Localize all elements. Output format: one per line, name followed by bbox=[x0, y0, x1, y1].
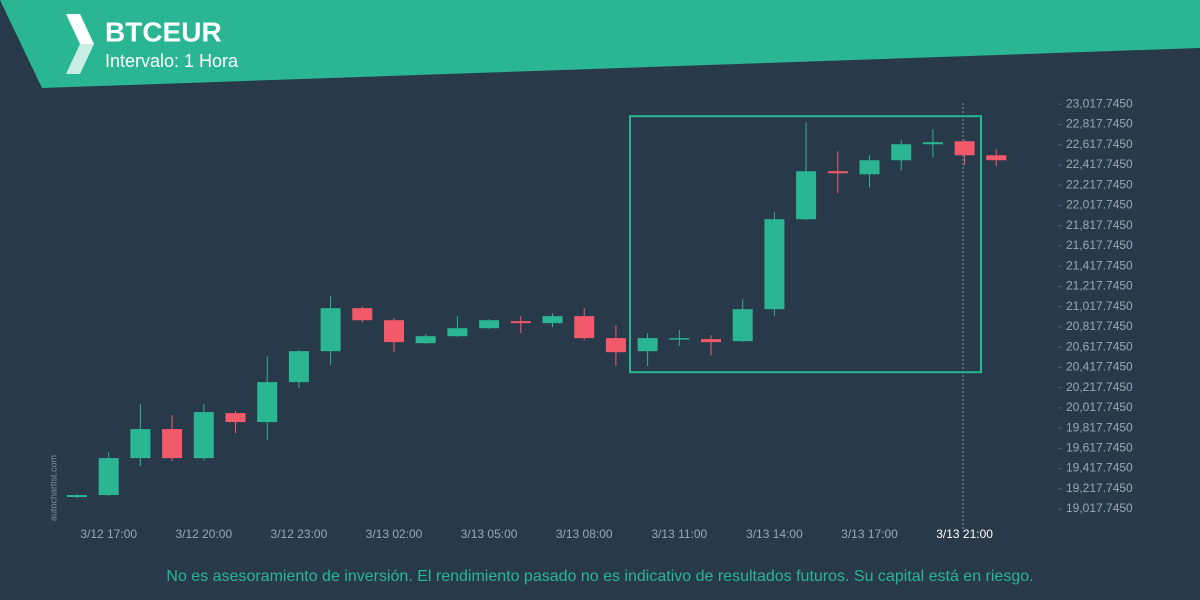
x-tick-label: 3/12 17:00 bbox=[80, 527, 137, 541]
y-tick-label: 22,817.7450 bbox=[1066, 117, 1133, 131]
candle-body bbox=[510, 321, 531, 324]
candle-body bbox=[637, 338, 658, 352]
candle-body bbox=[288, 351, 309, 383]
y-tick-label: 19,617.7450 bbox=[1066, 440, 1133, 454]
y-tick-label: 21,417.7450 bbox=[1066, 258, 1133, 272]
chart-subtitle: Intervalo: 1 Hora bbox=[105, 51, 239, 71]
y-tick-label: 19,417.7450 bbox=[1066, 461, 1133, 475]
chart-title: BTCEUR bbox=[105, 16, 222, 47]
x-tick-label: 3/12 23:00 bbox=[271, 527, 328, 541]
candle-body bbox=[67, 495, 87, 498]
x-tick-label: 3/13 11:00 bbox=[651, 527, 707, 541]
x-tick-label: 3/12 20:00 bbox=[175, 527, 232, 541]
y-tick-label: 21,817.7450 bbox=[1066, 218, 1133, 232]
candle-body bbox=[859, 160, 880, 175]
pattern-box bbox=[629, 115, 982, 374]
candle-body bbox=[574, 316, 595, 339]
y-tick-label: 20,017.7450 bbox=[1066, 400, 1133, 414]
candle-body bbox=[701, 339, 721, 343]
candle-body bbox=[764, 219, 785, 310]
candle-body bbox=[732, 309, 753, 342]
disclaimer: No es asesoramiento de inversión. El ren… bbox=[166, 568, 1033, 585]
candle-body bbox=[98, 458, 119, 496]
x-tick-label: 3/13 21:00 bbox=[936, 527, 993, 541]
x-tick-label: 3/13 17:00 bbox=[841, 527, 898, 541]
candle-body bbox=[954, 141, 975, 156]
y-tick-label: 20,617.7450 bbox=[1066, 339, 1133, 353]
y-tick-label: 20,417.7450 bbox=[1066, 360, 1133, 374]
y-tick-label: 20,217.7450 bbox=[1066, 380, 1133, 394]
header-band bbox=[0, 0, 1200, 88]
candle-body bbox=[193, 412, 214, 459]
x-tick-label: 3/13 08:00 bbox=[556, 527, 613, 541]
candle-body bbox=[447, 328, 468, 337]
candle-body bbox=[542, 316, 563, 324]
y-tick-label: 23,017.7450 bbox=[1066, 96, 1133, 110]
logo bbox=[66, 14, 94, 74]
candle-body bbox=[479, 320, 500, 329]
candle-body bbox=[796, 171, 817, 220]
y-tick-label: 22,217.7450 bbox=[1066, 177, 1133, 191]
y-tick-label: 21,217.7450 bbox=[1066, 279, 1133, 293]
candle-body bbox=[669, 338, 690, 340]
candle-body bbox=[257, 382, 278, 423]
candle-body bbox=[827, 171, 848, 174]
x-tick-label: 3/13 14:00 bbox=[746, 527, 803, 541]
x-tick-label: 3/13 05:00 bbox=[461, 527, 518, 541]
candle-body bbox=[891, 144, 912, 161]
candle-body bbox=[320, 308, 341, 352]
y-tick-label: 22,417.7450 bbox=[1066, 157, 1133, 171]
y-tick-label: 22,617.7450 bbox=[1066, 137, 1133, 151]
y-tick-label: 19,017.7450 bbox=[1066, 501, 1133, 515]
candle-body bbox=[352, 308, 373, 321]
candle-body bbox=[162, 429, 183, 459]
candle-body bbox=[225, 413, 246, 423]
candle-body bbox=[986, 155, 1007, 161]
y-tick-label: 19,817.7450 bbox=[1066, 420, 1133, 434]
watermark: autochartist.com bbox=[48, 455, 58, 521]
y-tick-label: 19,217.7450 bbox=[1066, 481, 1133, 495]
candle-body bbox=[605, 338, 626, 353]
y-tick-label: 22,017.7450 bbox=[1066, 198, 1133, 212]
candle-body bbox=[922, 142, 943, 145]
candle-body bbox=[130, 429, 151, 459]
y-tick-label: 20,817.7450 bbox=[1066, 319, 1133, 333]
candle-body bbox=[415, 336, 436, 344]
x-tick-label: 3/13 02:00 bbox=[366, 527, 423, 541]
y-tick-label: 21,017.7450 bbox=[1066, 299, 1133, 313]
candle-body bbox=[384, 320, 404, 343]
y-tick-label: 21,617.7450 bbox=[1066, 238, 1133, 252]
